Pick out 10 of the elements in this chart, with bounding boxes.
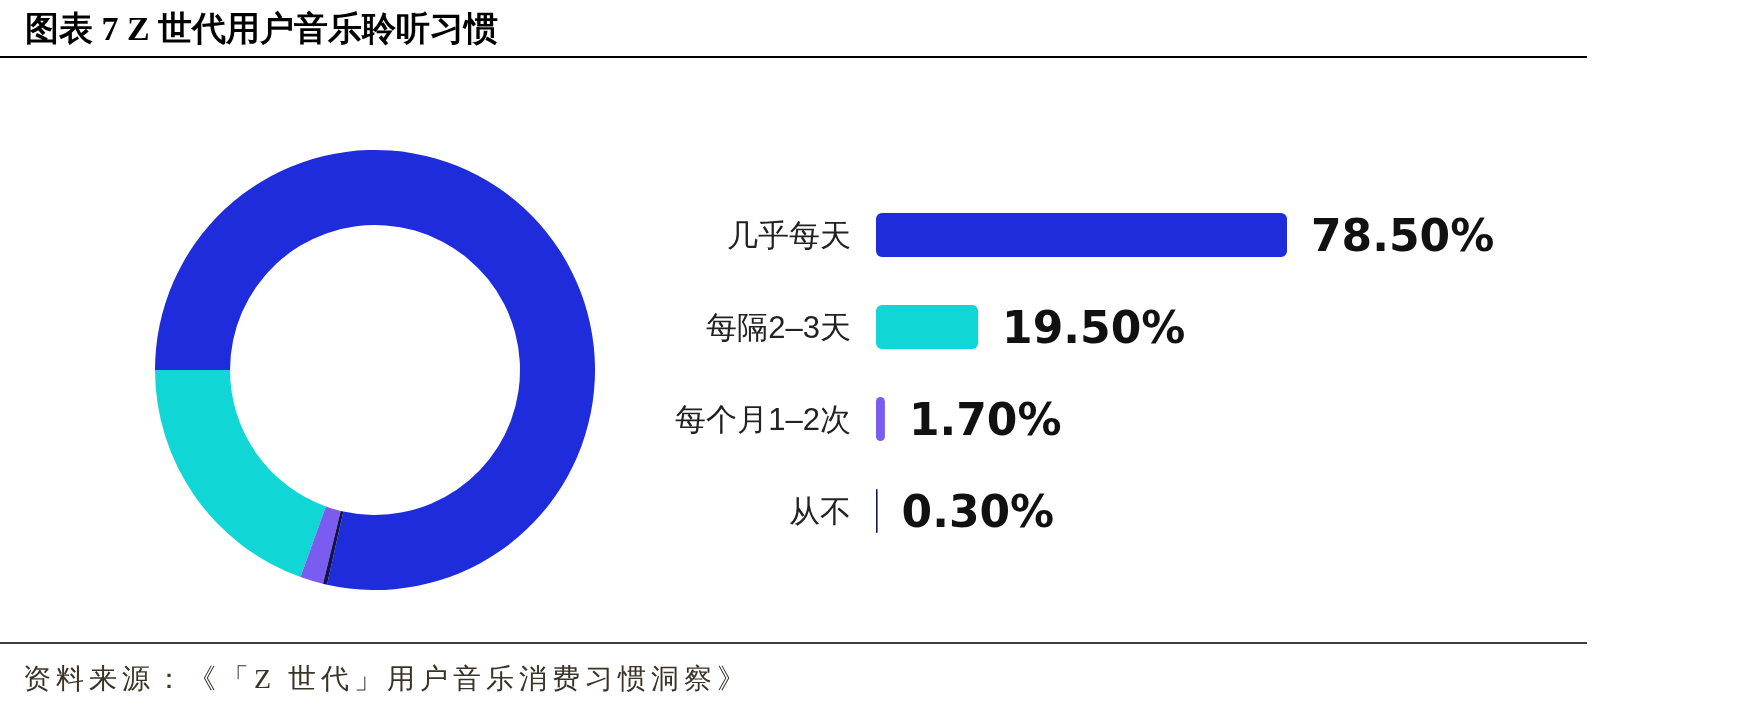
data-label: 19.50% [1002, 301, 1186, 353]
y-tick-label: 从不 [789, 493, 851, 529]
y-tick-label: 几乎每天 [727, 217, 851, 253]
data-label: 0.30% [901, 485, 1055, 537]
y-tick-label: 每隔2–3天 [706, 309, 851, 345]
y-tick-label: 每个月1–2次 [675, 401, 851, 437]
data-label: 78.50% [1311, 209, 1495, 261]
chart-title: 图表 7 Z 世代用户音乐聆听习惯 [25, 9, 499, 47]
text: 资料来源：《「Z 世代」用户音乐消费习惯洞察》 [23, 662, 751, 694]
data-label: 1.70% [908, 393, 1062, 445]
